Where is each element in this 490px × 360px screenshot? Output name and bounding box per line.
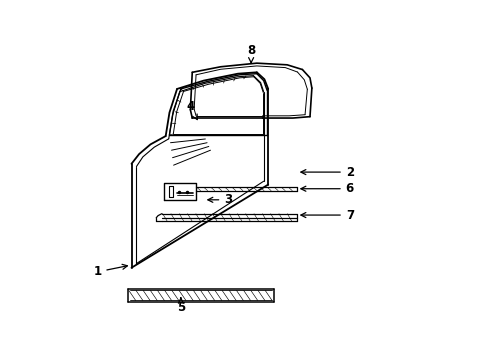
Text: 4: 4 <box>186 100 197 120</box>
Text: 6: 6 <box>301 182 354 195</box>
Text: 2: 2 <box>301 166 354 179</box>
Text: 8: 8 <box>247 44 255 63</box>
Text: 7: 7 <box>301 208 354 221</box>
Text: 1: 1 <box>93 264 127 278</box>
Text: 3: 3 <box>208 193 232 206</box>
Text: 5: 5 <box>177 298 185 314</box>
